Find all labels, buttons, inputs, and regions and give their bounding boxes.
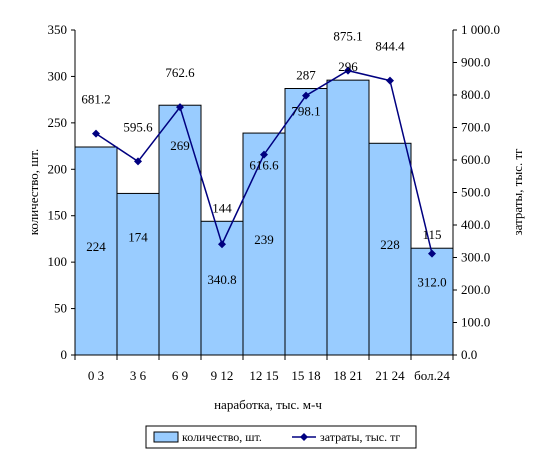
y-tick-label: 350 xyxy=(48,22,68,37)
cost-point xyxy=(218,240,226,249)
y2-tick-label: 800.0 xyxy=(461,87,490,102)
legend-bar-swatch xyxy=(153,431,179,443)
line-value-label: 616.6 xyxy=(249,158,279,173)
axes xyxy=(71,29,457,360)
cost-point xyxy=(92,129,100,138)
bar-value-label: 296 xyxy=(338,59,358,74)
y2-tick-label: 1 000.0 xyxy=(461,22,500,37)
bar-value-label: 228 xyxy=(380,237,400,252)
legend-frame xyxy=(145,425,417,449)
legend-bar-label: количество, шт. xyxy=(182,430,262,444)
x-tick-label: 21 24 xyxy=(375,368,405,383)
y-tick-label: 0 xyxy=(61,347,68,362)
cost-point xyxy=(428,249,436,258)
data-labels: 224 174 269 144 239 287 296 228 115 681.2 595.6 762… xyxy=(81,29,446,290)
y2-tick-label: 600.0 xyxy=(461,152,490,167)
y2-tick-label: 700.0 xyxy=(461,120,490,135)
bar-value-label: 269 xyxy=(170,138,190,153)
y2-axis-title: затраты, тыс. тг xyxy=(510,149,525,236)
y-tick-label: 250 xyxy=(48,115,68,130)
line-value-label: 340.8 xyxy=(207,272,236,287)
cost-point xyxy=(176,103,184,112)
y2-tick-label: 400.0 xyxy=(461,217,490,232)
line-value-label: 875.1 xyxy=(333,29,362,44)
line-value-label: 681.2 xyxy=(81,92,110,107)
x-tick-label: 6 9 xyxy=(172,368,188,383)
bar xyxy=(410,247,454,356)
y2-tick-label: 100.0 xyxy=(461,315,490,330)
bar-value-label: 239 xyxy=(254,232,274,247)
bar xyxy=(116,192,160,356)
bar xyxy=(284,88,328,356)
line-series xyxy=(92,66,436,258)
bar xyxy=(368,142,412,356)
bar-series xyxy=(74,79,454,356)
legend-line-marker xyxy=(300,433,308,441)
y2-tick-label: 0.0 xyxy=(461,347,477,362)
y-tick-label: 150 xyxy=(48,208,68,223)
cost-point xyxy=(134,157,142,166)
x-tick-label: бол.24 xyxy=(414,368,450,383)
line-value-label: 844.4 xyxy=(375,39,405,54)
cost-point xyxy=(260,150,268,159)
x-tick-label: 15 18 xyxy=(291,368,320,383)
bar-value-label: 115 xyxy=(422,227,441,242)
cost-point xyxy=(302,91,310,100)
tick-labels: 0 50 100 150 200 250 300 350 0.0 100.0 200.0 300.0 4… xyxy=(48,22,501,383)
bar xyxy=(74,146,118,356)
cost-point xyxy=(344,66,352,75)
y-tick-label: 50 xyxy=(54,301,67,316)
line-value-label: 798.1 xyxy=(291,104,320,119)
line-value-label: 595.6 xyxy=(123,119,153,134)
legend-line-label: затраты, тыс. тг xyxy=(320,430,400,444)
line-value-label: 312.0 xyxy=(417,275,446,290)
x-tick-label: 9 12 xyxy=(211,368,234,383)
y2-tick-label: 200.0 xyxy=(461,282,490,297)
y2-tick-label: 500.0 xyxy=(461,185,490,200)
bar-value-label: 224 xyxy=(86,239,106,254)
bar-value-label: 144 xyxy=(212,200,232,215)
bar xyxy=(326,79,370,356)
y-tick-label: 100 xyxy=(48,254,68,269)
y-tick-label: 300 xyxy=(48,68,68,83)
y2-tick-label: 900.0 xyxy=(461,55,490,70)
legend: количество, шт. затраты, тыс. тг xyxy=(145,425,417,449)
x-axis-title: наработка, тыс. м-ч xyxy=(214,397,322,412)
x-tick-label: 0 3 xyxy=(88,368,104,383)
x-tick-label: 12 15 xyxy=(249,368,278,383)
y2-tick-label: 300.0 xyxy=(461,250,490,265)
x-tick-label: 3 6 xyxy=(130,368,147,383)
bar-value-label: 174 xyxy=(128,229,148,244)
cost-point xyxy=(386,76,394,85)
bar-value-label: 287 xyxy=(296,68,316,83)
line-value-label: 762.6 xyxy=(165,65,195,80)
y-axis-title: количество, шт. xyxy=(26,149,41,236)
x-tick-label: 18 21 xyxy=(333,368,362,383)
y-tick-label: 200 xyxy=(48,161,68,176)
